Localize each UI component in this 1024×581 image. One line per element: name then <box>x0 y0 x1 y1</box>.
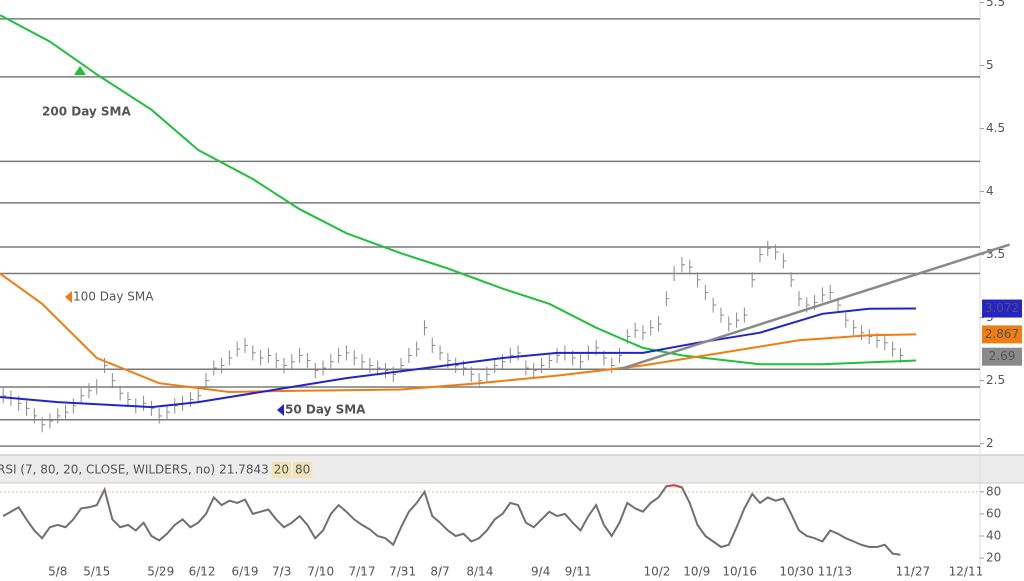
last-value-label: 2.867 <box>985 327 1019 341</box>
rsi-overbought <box>666 484 675 488</box>
y-tick-label: 4 <box>986 184 994 198</box>
x-tick-label: 7/17 <box>349 565 376 579</box>
x-tick-label: 6/19 <box>232 565 259 579</box>
x-tick-label: 10/2 <box>643 565 670 579</box>
y-tick-label: 5.5 <box>986 0 1005 9</box>
rsi-y-tick-label: 80 <box>986 484 1001 498</box>
sma-line <box>0 307 917 409</box>
x-tick-label: 7/31 <box>389 565 416 579</box>
annotation-arrow <box>65 291 72 303</box>
rsi-line <box>2 484 901 556</box>
annotation-arrow <box>74 66 86 75</box>
x-tick-label: 9/4 <box>531 565 550 579</box>
x-tick-label: 5/29 <box>147 565 174 579</box>
x-tick-label: 7/10 <box>307 565 334 579</box>
last-value-box <box>982 299 1022 318</box>
last-price-box <box>982 347 1022 366</box>
rsi-header <box>0 455 1024 483</box>
rsi-y-tick-label: 20 <box>986 551 1001 565</box>
rsi-current: 21.7843 <box>219 463 269 477</box>
rsi-y-tick-label: 60 <box>986 506 1001 520</box>
rsi-level-box <box>293 462 313 478</box>
annotation-arrow <box>277 404 284 416</box>
x-tick-label: 11/27 <box>896 565 931 579</box>
x-tick-label: 8/14 <box>466 565 493 579</box>
y-tick-label: 4.5 <box>986 121 1005 135</box>
x-tick-label: 10/30 <box>779 565 814 579</box>
rsi-overbought <box>673 484 683 489</box>
last-value-box <box>982 325 1022 344</box>
x-tick-label: 7/3 <box>272 565 291 579</box>
rsi-plot <box>0 484 980 556</box>
x-tick-label: 10/16 <box>722 565 757 579</box>
x-tick-label: 6/12 <box>189 565 216 579</box>
last-value-label: 3.072 <box>985 301 1019 315</box>
annotation: 200 Day SMA <box>42 105 132 119</box>
x-tick-label: 9/11 <box>565 565 592 579</box>
y-tick-label: 2.5 <box>986 373 1005 387</box>
rsi-level-label: 20 <box>274 463 289 477</box>
annotation: 100 Day SMA <box>73 290 154 304</box>
x-tick-label: 5/8 <box>48 565 67 579</box>
y-tick-label: 5 <box>986 58 994 72</box>
rsi-level-box <box>271 462 291 478</box>
x-tick-label: 5/15 <box>83 565 110 579</box>
x-tick-label: 11/13 <box>818 565 853 579</box>
annotation: 50 Day SMA <box>285 403 366 417</box>
rsi-level-label: 80 <box>295 463 310 477</box>
last-price-label: 2.69 <box>989 349 1016 363</box>
x-tick-label: 10/9 <box>683 565 710 579</box>
x-tick-label: 8/7 <box>430 565 449 579</box>
sma-line <box>0 272 917 394</box>
rsi-title: RSI (7, 80, 20, CLOSE, WILDERS, no) <box>0 463 215 477</box>
trendline <box>619 243 1011 371</box>
y-tick-label: 2 <box>986 436 994 450</box>
rsi-y-tick-label: 40 <box>986 528 1001 542</box>
x-tick-label: 12/11 <box>949 565 984 579</box>
price-plot <box>0 14 980 447</box>
